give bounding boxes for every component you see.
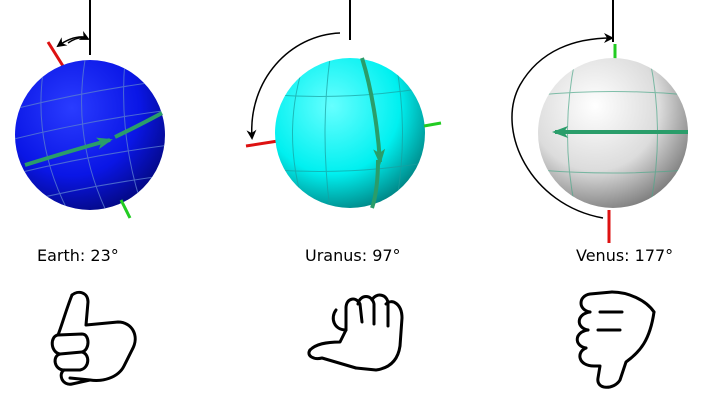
uranus-tilt-arrow — [246, 32, 341, 140]
uranus-rotation-arrow — [360, 57, 386, 165]
earth-axis-north — [46, 41, 65, 67]
uranus-axis-north — [245, 139, 279, 148]
uranus-axis-south — [423, 121, 442, 128]
earth-axis-south — [119, 199, 132, 219]
hand-icon-earth — [50, 290, 137, 386]
venus-tilt-arrow — [511, 33, 614, 219]
venus-figure — [511, 0, 688, 243]
hand-icon-venus — [575, 290, 656, 389]
venus-caption: Venus: 177° — [576, 246, 674, 265]
uranus-caption: Uranus: 97° — [305, 246, 401, 265]
uranus-globe — [275, 58, 425, 208]
earth-tilt-arrow — [67, 30, 90, 44]
earth-rotation-arrow — [24, 137, 113, 167]
earth-caption: Earth: 23° — [37, 246, 119, 265]
earth-figure — [15, 0, 165, 219]
hand-icon-uranus — [307, 293, 404, 372]
uranus-figure — [245, 0, 442, 209]
earth-globe — [15, 60, 165, 210]
